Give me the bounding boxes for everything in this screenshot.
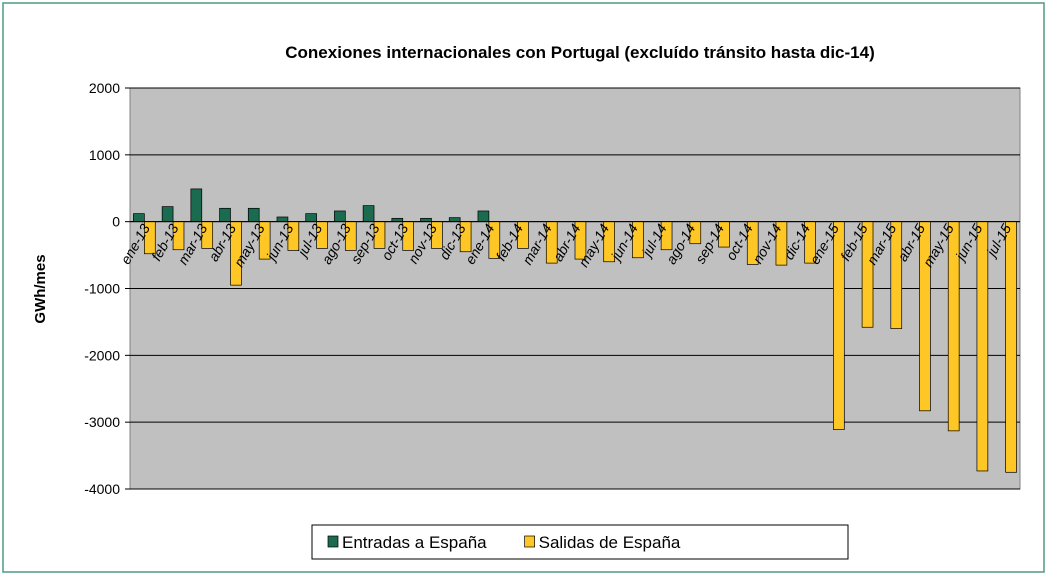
bar (1005, 221, 1017, 473)
legend: Entradas a España Salidas de España (311, 524, 849, 560)
y-tick-label: -4000 (84, 481, 120, 497)
chart-title: Conexiones internacionales con Portugal … (285, 43, 874, 62)
bar (219, 207, 231, 223)
bar (276, 216, 289, 223)
bar (161, 206, 174, 223)
y-axis-label: GWh/mes (32, 254, 49, 323)
bar (247, 207, 260, 223)
legend-swatch (524, 535, 535, 548)
y-tick-label: -2000 (84, 347, 120, 363)
bar (477, 210, 490, 223)
legend-label: Entradas a España (342, 533, 487, 552)
bar (190, 188, 203, 223)
legend-label: Salidas de España (539, 533, 681, 552)
y-tick-label: 2000 (89, 80, 120, 96)
bar (334, 210, 346, 223)
bar (305, 213, 317, 223)
bar (133, 213, 145, 223)
legend-swatch (327, 535, 339, 548)
legend-box (311, 524, 849, 560)
y-tick-label: 1000 (89, 147, 120, 163)
bar (976, 221, 989, 472)
y-tick-label: 0 (112, 214, 120, 230)
y-tick-label: -3000 (84, 414, 120, 430)
y-tick-label: -1000 (84, 281, 120, 297)
bar (362, 205, 375, 223)
